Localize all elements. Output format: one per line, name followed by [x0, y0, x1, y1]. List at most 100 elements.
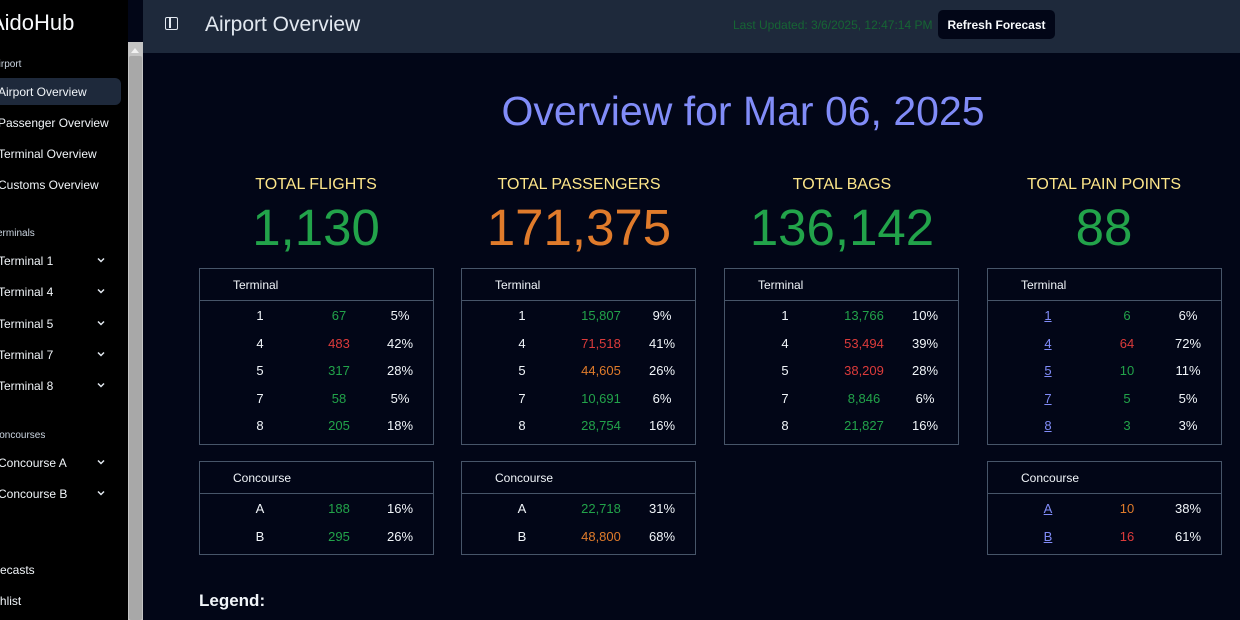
row-value: 483 — [328, 335, 350, 351]
table-row: 1 15,807 9% — [462, 301, 695, 329]
row-key: 5 — [256, 363, 264, 379]
row-value: 13,766 — [844, 308, 884, 323]
row-value: 44,605 — [581, 363, 621, 379]
sidebar-item-terminal-1[interactable]: Terminal 1 — [0, 247, 121, 274]
row-percent: 18% — [386, 418, 414, 434]
sidebar-item-passenger-overview[interactable]: Passenger Overview — [0, 109, 121, 136]
sidebar-item-label: Concourse A — [0, 455, 67, 470]
row-key: 7 — [781, 390, 789, 406]
sidebar-item-concourse-b[interactable]: Concourse B — [0, 480, 121, 507]
sidebar-toggle-icon[interactable] — [165, 17, 178, 30]
row-key-link[interactable]: B — [1043, 528, 1053, 544]
table-row: 8 205 18% — [200, 411, 433, 439]
row-value: 22,718 — [581, 501, 621, 516]
sidebar-item-customs-overview[interactable]: Customs Overview — [0, 171, 121, 198]
stat-value: 171,375 — [486, 199, 672, 256]
sidebar-item-terminal-8[interactable]: Terminal 8 — [0, 372, 121, 399]
terminal-flights-table: Terminal 1 67 5% 4 483 42% 5 317 28% 7 58 5% 8 205 18% — [199, 268, 434, 445]
terminal-passengers-table: Terminal 1 15,807 9% 4 71,518 41% 5 44,605 26% 7 10… — [461, 268, 696, 445]
row-value: 48,800 — [581, 528, 621, 544]
row-value: 38,209 — [844, 363, 884, 379]
row-percent: 6% — [652, 390, 672, 406]
row-percent: 42% — [386, 335, 414, 351]
overview-heading: Overview for Mar 06, 2025 — [501, 88, 985, 134]
table-header: Terminal — [462, 269, 695, 301]
row-value: 317 — [328, 363, 350, 379]
sidebar-item-terminal-overview[interactable]: Terminal Overview — [0, 140, 121, 167]
row-percent: 28% — [911, 363, 939, 379]
concourse-pain-points-table: Concourse A 10 38% B 16 61% — [987, 461, 1222, 556]
sidebar-item-terminal-4[interactable]: Terminal 4 — [0, 278, 121, 305]
row-value: 10 — [1119, 363, 1135, 379]
stat-label: TOTAL PASSENGERS — [497, 176, 661, 193]
row-key: 8 — [781, 418, 789, 434]
sidebar-item-forecasts[interactable]: Forecasts — [0, 556, 105, 583]
table-row: B 48,800 68% — [462, 522, 695, 550]
sidebar-item-terminal-5[interactable]: Terminal 5 — [0, 310, 121, 337]
row-value: 28,754 — [581, 418, 621, 434]
top-bar: Airport Overview Last Updated: 3/6/2025,… — [143, 0, 1240, 53]
table-header: Terminal — [988, 269, 1221, 301]
sidebar-scrollbar[interactable] — [128, 42, 143, 620]
row-percent: 31% — [648, 501, 676, 516]
table-row: 5 38,209 28% — [725, 356, 958, 384]
sidebar-item-label: Terminal 5 — [0, 316, 54, 331]
row-percent: 16% — [648, 418, 676, 434]
row-key: 1 — [781, 308, 789, 323]
sidebar: AidoHub Airport Airport Overview Passeng… — [0, 0, 128, 620]
row-key: 1 — [256, 308, 264, 323]
row-value: 53,494 — [844, 335, 884, 351]
row-key-link[interactable]: 7 — [1044, 390, 1052, 406]
sidebar-item-label: Concourse B — [0, 486, 68, 501]
last-updated-text: Last Updated: 3/6/2025, 12:47:14 PM — [733, 18, 933, 32]
row-percent: 5% — [390, 308, 410, 323]
row-percent: 10% — [911, 308, 939, 323]
concourse-flights-table: Concourse A 188 16% B 295 26% — [199, 461, 434, 556]
row-percent: 68% — [648, 528, 676, 544]
table-row: B 16 61% — [988, 522, 1221, 550]
row-percent: 3% — [1178, 418, 1198, 434]
row-percent: 72% — [1174, 335, 1202, 351]
stat-total-pain-points: TOTAL PAIN POINTS 88 — [986, 176, 1222, 257]
row-key-link[interactable]: 1 — [1044, 308, 1052, 323]
sidebar-item-label: Terminal 4 — [0, 284, 54, 299]
chevron-down-icon — [97, 490, 105, 496]
table-row: 4 71,518 41% — [462, 329, 695, 357]
brand-logo: AidoHub — [0, 10, 75, 35]
row-key-link[interactable]: 4 — [1044, 335, 1052, 351]
row-value: 5 — [1123, 390, 1131, 406]
sidebar-item-label: Airport Overview — [0, 84, 87, 99]
row-key-link[interactable]: A — [1043, 501, 1053, 516]
sidebar-item-concourse-a[interactable]: Concourse A — [0, 449, 121, 476]
row-percent: 16% — [911, 418, 939, 434]
scroll-up-arrow-icon[interactable] — [131, 48, 139, 53]
row-key-link[interactable]: 5 — [1044, 363, 1052, 379]
stat-label: TOTAL PAIN POINTS — [1026, 176, 1182, 193]
row-value: 205 — [328, 418, 350, 434]
row-key: 4 — [256, 335, 264, 351]
chevron-down-icon — [97, 288, 105, 294]
sidebar-item-watchlist[interactable]: Watchlist — [0, 587, 96, 614]
stat-total-flights: TOTAL FLIGHTS 1,130 — [198, 176, 434, 257]
sidebar-item-label: Terminal 8 — [0, 378, 54, 393]
legend-title: Legend: — [199, 591, 266, 610]
terminal-pain-points-table: Terminal 1 6 6% 4 64 72% 5 10 11% 7 5 5% 8 3 3% — [987, 268, 1222, 445]
table-row: 5 44,605 26% — [462, 356, 695, 384]
stat-label: TOTAL BAGS — [792, 176, 892, 193]
sidebar-item-airport-overview[interactable]: Airport Overview — [0, 78, 121, 105]
chevron-down-icon — [97, 459, 105, 465]
stat-value: 136,142 — [749, 199, 935, 256]
refresh-forecast-button[interactable]: Refresh Forecast — [938, 10, 1055, 39]
row-value: 15,807 — [581, 308, 621, 323]
stat-value: 88 — [1075, 199, 1133, 256]
row-percent: 6% — [1178, 308, 1198, 323]
scrollbar-thumb[interactable] — [129, 56, 142, 620]
row-key: A — [255, 501, 265, 516]
sidebar-item-label: Terminal 7 — [0, 347, 54, 362]
table-row: 8 28,754 16% — [462, 411, 695, 439]
concourse-passengers-table: Concourse A 22,718 31% B 48,800 68% — [461, 461, 696, 556]
sidebar-item-terminal-7[interactable]: Terminal 7 — [0, 341, 121, 368]
row-key: B — [255, 528, 265, 544]
table-row: B 295 26% — [200, 522, 433, 550]
row-key-link[interactable]: 8 — [1044, 418, 1052, 434]
